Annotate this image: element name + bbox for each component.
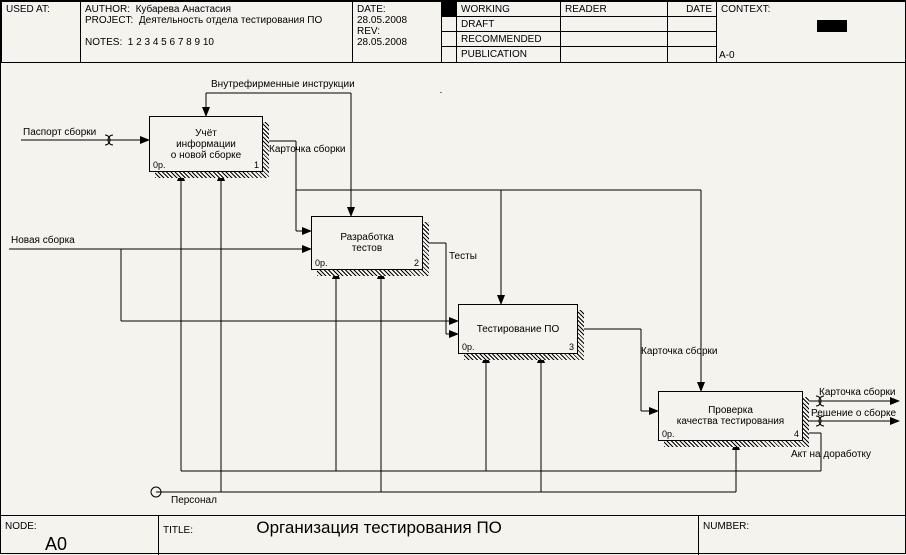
box-body: Тестирование ПО0р.3 (458, 304, 578, 354)
activity-box-1: Учётинформациио новой сборке0р.1 (149, 116, 269, 178)
label-personnel: Персонал (171, 495, 217, 506)
label-instr: Внутрефирменные инструкции (211, 79, 355, 90)
title-label: TITLE: (163, 525, 193, 536)
label-passport: Паспорт сборки (23, 127, 96, 138)
title-value: Организация тестирования ПО (256, 518, 502, 537)
label-tests: Тесты (449, 251, 477, 262)
label-card1: Карточка сборки (269, 144, 346, 155)
box-body: Разработкатестов0р.2 (311, 216, 423, 270)
activity-box-2: Разработкатестов0р.2 (311, 216, 429, 276)
box-body: Учётинформациио новой сборке0р.1 (149, 116, 263, 172)
footer-node-cell: NODE: A0 (1, 515, 159, 555)
label-decision: Решение о сборке (811, 408, 896, 419)
activity-box-3: Тестирование ПО0р.3 (458, 304, 584, 360)
number-label: NUMBER: (703, 521, 749, 532)
label-card-out: Карточка сборки (819, 387, 896, 398)
box-body: Проверкакачества тестирования0р.4 (658, 391, 803, 441)
label-rework: Акт на доработку (791, 449, 871, 460)
label-newbuild: Новая сборка (11, 235, 75, 246)
node-value: A0 (45, 534, 154, 555)
footer-title-cell: TITLE: Организация тестирования ПО (159, 515, 699, 555)
node-label: NODE: (5, 521, 37, 532)
label-card2: Карточка сборки (641, 346, 718, 357)
activity-box-4: Проверкакачества тестирования0р.4 (658, 391, 809, 447)
footer-number-cell: NUMBER: (699, 515, 906, 555)
diagram-svg (1, 1, 906, 555)
